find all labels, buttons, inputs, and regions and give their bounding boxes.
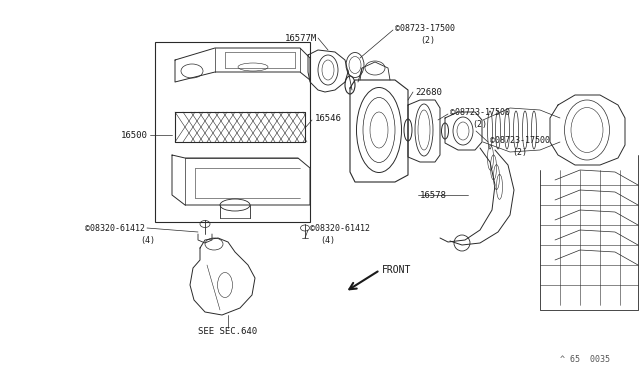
Text: FRONT: FRONT — [382, 265, 412, 275]
Text: 16500: 16500 — [121, 131, 148, 140]
Text: ©08723-17500: ©08723-17500 — [450, 108, 510, 116]
Text: 16546: 16546 — [315, 113, 342, 122]
Text: 22680: 22680 — [415, 87, 442, 96]
Text: ©08723-17500: ©08723-17500 — [490, 135, 550, 144]
Text: ©08723-17500: ©08723-17500 — [395, 23, 455, 32]
Text: 16577M: 16577M — [285, 33, 317, 42]
Bar — [155, 42, 310, 222]
Text: (2): (2) — [472, 119, 487, 128]
Text: SEE SEC.640: SEE SEC.640 — [198, 327, 257, 337]
Text: ©08320-61412: ©08320-61412 — [310, 224, 370, 232]
Text: (2): (2) — [420, 35, 435, 45]
Text: ©08320-61412: ©08320-61412 — [85, 224, 145, 232]
Text: ^ 65  0035: ^ 65 0035 — [560, 356, 610, 365]
Text: (4): (4) — [320, 235, 335, 244]
Text: 16578: 16578 — [420, 190, 447, 199]
Text: (4): (4) — [140, 235, 155, 244]
Text: (2): (2) — [512, 148, 527, 157]
